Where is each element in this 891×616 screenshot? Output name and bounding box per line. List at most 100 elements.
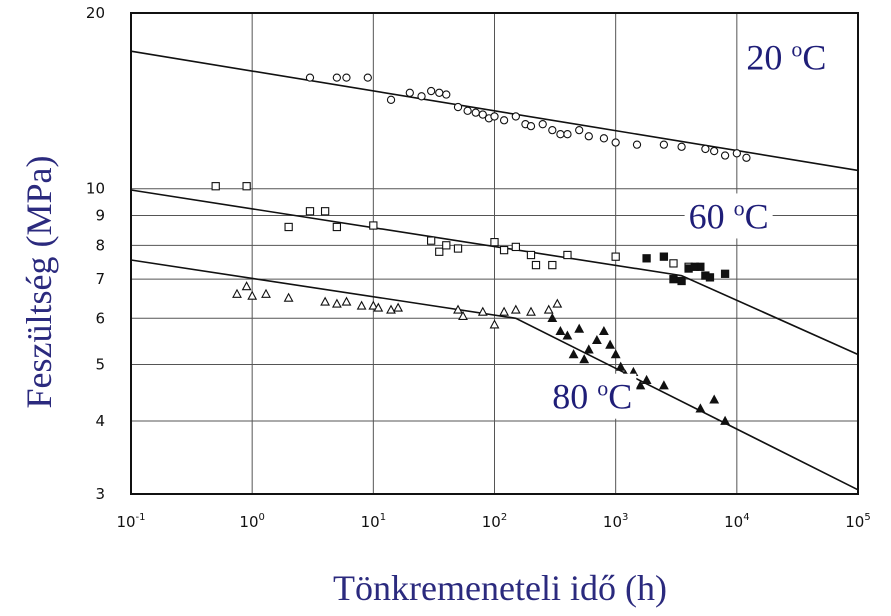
x-tick-label: 100 bbox=[239, 512, 264, 531]
data-point-60 bbox=[332, 222, 342, 232]
data-point-filled-80 bbox=[574, 323, 585, 333]
data-point-20 bbox=[556, 130, 565, 139]
data-point-filled-80 bbox=[598, 325, 609, 336]
data-point-20 bbox=[584, 132, 593, 141]
data-point-80 bbox=[458, 310, 468, 320]
data-point-20 bbox=[701, 144, 710, 154]
curve-label-20: 20 oC bbox=[746, 37, 826, 78]
data-point-20 bbox=[499, 116, 509, 125]
data-point-80 bbox=[510, 304, 521, 314]
data-point-60 bbox=[426, 236, 436, 245]
x-tick-label: 103 bbox=[603, 512, 628, 531]
data-point-60 bbox=[499, 245, 509, 255]
data-point-80 bbox=[386, 304, 396, 314]
data-point-60 bbox=[669, 259, 678, 268]
data-point-20 bbox=[332, 73, 342, 82]
data-point-filled-80 bbox=[720, 415, 731, 425]
y-tick-label: 7 bbox=[95, 270, 105, 288]
data-point-80 bbox=[543, 304, 554, 314]
curve-label-background bbox=[548, 373, 637, 419]
y-tick-label: 6 bbox=[95, 309, 105, 327]
data-point-20 bbox=[538, 120, 547, 129]
data-point-filled-80 bbox=[658, 380, 669, 390]
data-point-80 bbox=[373, 302, 384, 312]
data-point-60 bbox=[611, 252, 620, 261]
data-point-20 bbox=[405, 88, 414, 97]
data-point-20 bbox=[632, 140, 642, 149]
data-point-20 bbox=[511, 112, 520, 121]
data-point-20 bbox=[453, 102, 463, 112]
data-point-filled-80 bbox=[641, 374, 652, 384]
data-point-60 bbox=[563, 250, 572, 260]
data-point-60 bbox=[435, 247, 444, 256]
data-point-20 bbox=[471, 108, 480, 117]
data-point-filled-80 bbox=[547, 312, 558, 323]
data-point-60 bbox=[284, 222, 293, 232]
y-tick-label: 8 bbox=[95, 236, 105, 254]
data-point-20 bbox=[442, 90, 451, 99]
data-point-60 bbox=[453, 244, 463, 253]
y-tick-label: 20 bbox=[86, 4, 105, 22]
data-point-20 bbox=[463, 106, 472, 115]
data-point-20 bbox=[710, 146, 719, 156]
data-point-filled-60 bbox=[669, 275, 678, 284]
y-tick-labels: 3 4 5 6 7 8 9 10 20 bbox=[86, 4, 105, 503]
data-point-60 bbox=[531, 260, 541, 270]
x-tick-label: 105 bbox=[845, 512, 870, 531]
data-point-20 bbox=[417, 92, 426, 101]
data-point-20 bbox=[435, 88, 444, 97]
curve-label-80: 80 oC bbox=[552, 376, 632, 417]
data-point-80 bbox=[261, 288, 271, 298]
fit-line-80 bbox=[130, 259, 859, 491]
data-point-filled-80 bbox=[635, 380, 646, 390]
x-tick-label: 10-1 bbox=[116, 512, 145, 531]
data-point-20 bbox=[363, 73, 372, 82]
data-point-filled-80 bbox=[562, 330, 573, 340]
data-point-filled-60 bbox=[705, 273, 715, 282]
data-point-20 bbox=[720, 151, 730, 160]
data-point-20 bbox=[677, 142, 686, 151]
fit-line-60 bbox=[130, 189, 859, 356]
data-point-filled-80 bbox=[591, 334, 602, 345]
data-point-80 bbox=[232, 288, 242, 298]
data-point-filled-80 bbox=[605, 339, 616, 349]
data-point-60 bbox=[211, 182, 220, 191]
data-point-80 bbox=[393, 302, 404, 312]
data-point-20 bbox=[426, 86, 436, 96]
data-point-80 bbox=[453, 304, 463, 314]
data-point-20 bbox=[386, 95, 396, 104]
y-tick-label: 10 bbox=[86, 180, 105, 198]
data-point-20 bbox=[548, 125, 557, 135]
data-point-filled-60 bbox=[696, 262, 705, 271]
y-axis-title: Feszültség (MPa) bbox=[19, 156, 59, 409]
data-point-80 bbox=[368, 300, 379, 310]
data-point-80 bbox=[477, 306, 488, 316]
y-tick-label: 5 bbox=[95, 355, 105, 373]
data-point-filled-60 bbox=[659, 252, 669, 261]
data-point-filled-80 bbox=[555, 325, 566, 336]
data-point-60 bbox=[548, 260, 557, 270]
x-tick-label: 104 bbox=[724, 512, 749, 531]
data-point-filled-80 bbox=[615, 361, 626, 371]
data-point-filled-80 bbox=[695, 403, 706, 413]
data-point-filled-80 bbox=[610, 349, 621, 359]
plot-frame bbox=[130, 12, 859, 495]
y-tick-label: 4 bbox=[95, 412, 105, 430]
data-point-60 bbox=[320, 207, 330, 216]
data-point-80 bbox=[320, 296, 331, 306]
data-point-60 bbox=[305, 207, 315, 216]
x-tick-label: 101 bbox=[361, 512, 386, 531]
data-point-80 bbox=[489, 319, 500, 329]
data-point-60 bbox=[242, 182, 251, 191]
data-point-80 bbox=[247, 290, 258, 300]
data-point-20 bbox=[305, 73, 315, 82]
y-tick-label: 9 bbox=[95, 206, 105, 224]
data-point-filled-60 bbox=[677, 276, 686, 286]
data-point-20 bbox=[478, 110, 487, 119]
data-point-60 bbox=[442, 241, 451, 250]
data-point-80 bbox=[552, 298, 563, 308]
data-point-20 bbox=[599, 134, 609, 143]
x-tick-labels: 10-1 100 101 102 103 104 105 bbox=[116, 512, 870, 531]
data-point-60 bbox=[490, 238, 499, 247]
